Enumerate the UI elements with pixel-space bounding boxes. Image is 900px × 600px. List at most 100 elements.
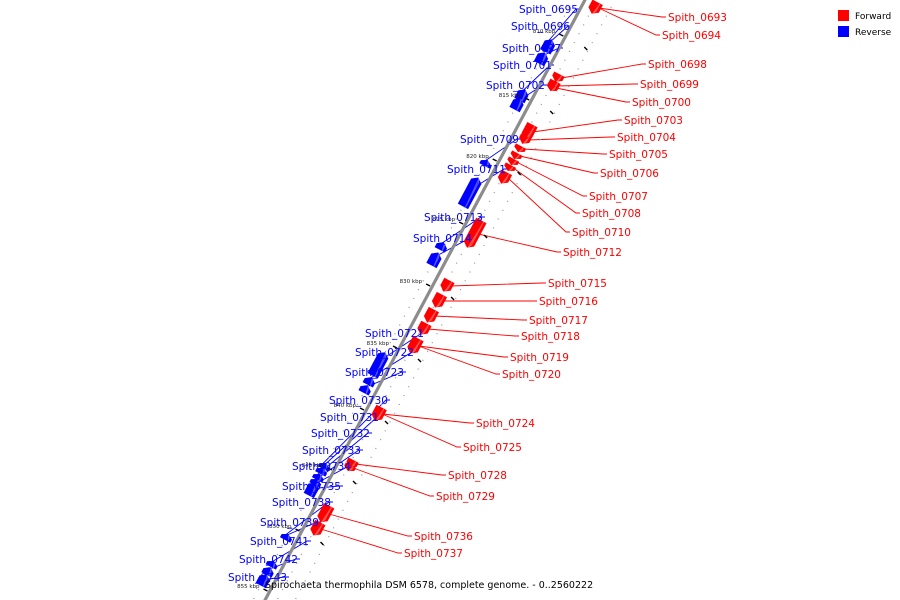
gene-feature-spith-0697 [533, 52, 549, 67]
gene-highlight-spith-0717 [427, 310, 437, 324]
gene-label-spith-0734: Spith_0734 [292, 461, 351, 473]
kbp-tick-mark [558, 33, 564, 37]
genome-caption: Spirochaeta thermophila DSM 6578, comple… [265, 580, 593, 591]
leader-spith-0699 [557, 83, 638, 87]
leader-spith-0729 [353, 467, 434, 497]
gene-label-spith-0710: Spith_0710 [572, 227, 631, 239]
leader-spith-0713 [437, 216, 485, 247]
leader-spith-0694 [598, 7, 660, 36]
gene-feature-spith-0737 [310, 519, 326, 536]
gene-feature-spith-0711 [457, 177, 482, 210]
kbp-tick-mark-outer [583, 46, 588, 51]
gene-label-spith-0732: Spith_0732 [311, 428, 370, 440]
leader-spith-0715 [450, 282, 546, 287]
gene-highlight-spith-0730 [324, 463, 328, 471]
gene-highlight-spith-0729 [348, 466, 354, 472]
gene-highlight-spith-0732 [319, 474, 322, 482]
kbp-tick-mark-outer [483, 234, 488, 239]
strand-guide-0 [252, 0, 574, 600]
gene-feature-spith-0731 [315, 468, 328, 477]
gene-feature-spith-0743 [255, 574, 270, 589]
gene-label-spith-0695: Spith_0695 [519, 4, 578, 16]
gene-highlight-spith-0705 [518, 147, 524, 153]
kbp-tick-label: 835 kbp [367, 341, 390, 347]
gene-label-spith-0735: Spith_0735 [282, 481, 341, 493]
kbp-tick-mark [295, 528, 300, 532]
kbp-tick-mark [425, 283, 431, 287]
gene-highlight-spith-0718 [421, 324, 430, 336]
gene-feature-spith-0742 [261, 567, 274, 578]
gene-label-spith-0738: Spith_0738 [272, 497, 331, 509]
gene-highlight-spith-0700 [551, 86, 557, 92]
leader-spith-0706 [519, 155, 598, 174]
kbp-tick-mark-outer [384, 420, 389, 425]
leader-spith-0741 [268, 540, 311, 565]
gene-highlight-spith-0697 [541, 53, 547, 65]
gene-feature-spith-0698 [552, 71, 565, 82]
gene-feature-spith-0717 [423, 306, 440, 323]
leader-spith-0724 [382, 413, 474, 424]
gene-feature-spith-0716 [431, 291, 448, 308]
gene-label-spith-0742: Spith_0742 [239, 554, 298, 566]
gene-label-spith-0724: Spith_0724 [476, 418, 535, 430]
gene-feature-spith-0741 [265, 561, 278, 570]
leader-spith-0700 [555, 87, 630, 103]
kbp-tick-mark-outer [450, 296, 455, 301]
gene-label-spith-0699: Spith_0699 [640, 79, 699, 91]
gene-highlight-spith-0706 [514, 154, 520, 160]
gene-label-spith-0716: Spith_0716 [539, 296, 598, 308]
gene-feature-spith-0701 [514, 89, 529, 104]
kbp-tick-mark-outer [352, 480, 357, 485]
leader-spith-0738 [282, 501, 333, 538]
gene-highlight-spith-0702 [516, 99, 522, 111]
gene-highlight-spith-0739 [287, 534, 290, 542]
kbp-tick-label: 850 kbp [269, 524, 292, 530]
kbp-tick-mark [327, 467, 333, 471]
leader-spith-0735 [308, 485, 343, 490]
gene-label-spith-0722: Spith_0722 [355, 347, 414, 359]
gene-feature-spith-0694 [588, 0, 603, 14]
leader-spith-0705 [523, 148, 607, 155]
kbp-tick-mark [492, 158, 498, 162]
leader-spith-0707 [516, 161, 587, 197]
gene-label-spith-0713: Spith_0713 [424, 212, 483, 224]
gene-highlight-spith-0707 [511, 160, 517, 166]
leader-spith-0736 [328, 513, 412, 537]
gene-label-spith-0708: Spith_0708 [582, 208, 641, 220]
gene-highlight-spith-0694 [592, 3, 601, 15]
kbp-tick-mark [392, 345, 398, 349]
kbp-tick-label: 840 kbp [334, 403, 357, 409]
gene-label-spith-0739: Spith_0739 [260, 517, 319, 529]
leader-spith-0730 [320, 399, 390, 467]
strand-guide-2 [294, 0, 616, 600]
leader-spith-0712 [478, 233, 561, 253]
gene-label-spith-0743: Spith_0743 [228, 572, 287, 584]
gene-label-spith-0715: Spith_0715 [548, 278, 607, 290]
gene-label-spith-0737: Spith_0737 [404, 548, 463, 560]
gene-label-spith-0697: Spith_0697 [502, 43, 561, 55]
gene-highlight-spith-0698 [556, 75, 563, 83]
gene-feature-spith-0739 [280, 534, 292, 543]
gene-label-spith-0703: Spith_0703 [624, 115, 683, 127]
gene-label-spith-0719: Spith_0719 [510, 352, 569, 364]
leader-spith-0717 [434, 315, 527, 321]
gene-feature-spith-0706 [510, 150, 523, 159]
gene-label-spith-0721: Spith_0721 [365, 328, 424, 340]
gene-highlight-spith-0710 [501, 173, 510, 185]
gene-label-spith-0720: Spith_0720 [502, 369, 561, 381]
gene-highlight-spith-0721 [374, 352, 387, 377]
leader-lines [259, 7, 666, 581]
legend-reverse-label: Reverse [855, 28, 892, 38]
kbp-tick-label: 815 kbp [499, 93, 522, 99]
gene-feature-spith-0722 [362, 377, 375, 388]
kbp-tick-mark [263, 588, 268, 592]
gene-features [255, 0, 603, 589]
gene-highlight-spith-0735 [310, 483, 317, 497]
gene-feature-spith-0723 [358, 385, 371, 396]
gene-label-spith-0718: Spith_0718 [521, 331, 580, 343]
gene-feature-spith-0736 [317, 503, 335, 523]
gene-highlight-spith-0708 [508, 166, 514, 172]
gene-feature-spith-0700 [546, 82, 559, 91]
kbp-tick-mark-outer [320, 541, 324, 546]
gene-highlight-spith-0743 [262, 575, 268, 587]
